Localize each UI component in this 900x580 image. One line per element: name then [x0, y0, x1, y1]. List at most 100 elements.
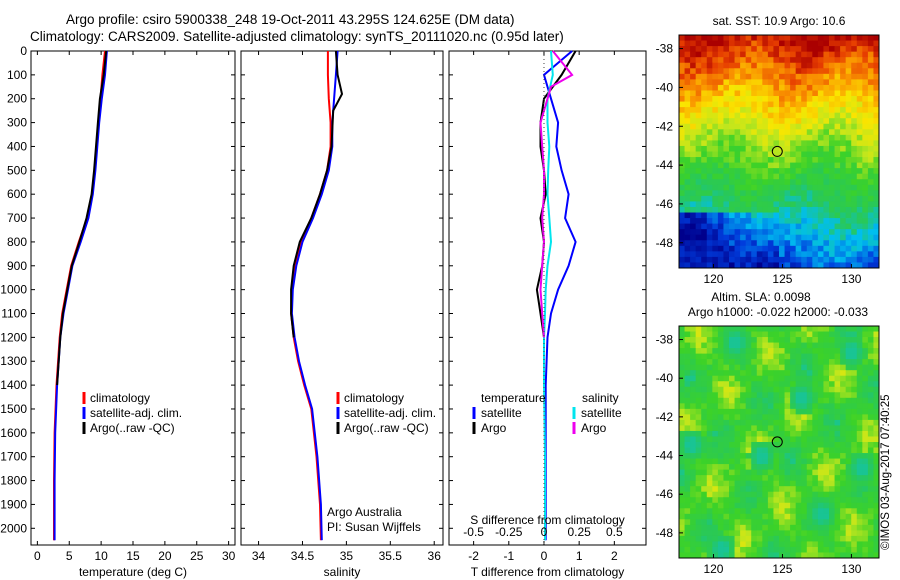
sla-map-cell — [706, 370, 713, 377]
sst-map-cell — [712, 195, 719, 202]
sst-map-cell — [784, 73, 791, 80]
sla-map-cell — [867, 469, 874, 476]
sla-map-cell — [734, 425, 741, 432]
sla-map-cell — [773, 326, 780, 332]
sla-map-cell — [695, 326, 702, 332]
sst-map-cell — [812, 129, 819, 136]
sla-map-cell — [867, 535, 874, 542]
sla-map-cell — [734, 392, 741, 399]
sst-map-cell — [873, 57, 880, 64]
sla-map-cell — [779, 414, 785, 421]
sla-map-cell — [817, 392, 824, 399]
sla-map-cell — [717, 491, 724, 498]
sla-map-cell — [829, 546, 835, 553]
sla-map-cell — [701, 530, 708, 537]
sst-map-cell — [706, 112, 713, 119]
sla-map-cell — [806, 430, 813, 437]
salinity-diff-tick-label: 0 — [541, 525, 548, 539]
sla-map-cell — [856, 464, 863, 471]
sst-map-cell — [773, 112, 780, 119]
sst-map-cell — [823, 162, 830, 169]
sla-map-cell — [867, 386, 874, 393]
sst-map-cell — [712, 218, 719, 225]
sla-map-cell — [806, 364, 813, 371]
sst-map-cell — [773, 190, 780, 197]
difference-xtick-label: 1 — [576, 549, 583, 563]
sst-map-cell — [740, 251, 747, 258]
sst-map-cell — [817, 96, 824, 102]
sst-map-cell — [684, 184, 691, 191]
sst-map-cell — [684, 262, 691, 269]
sla-map-cell — [790, 364, 797, 371]
sst-map-cell — [751, 262, 758, 269]
sst-map-cell — [773, 90, 780, 97]
sst-map-cell — [756, 68, 763, 75]
sst-map-cell — [862, 57, 869, 64]
sla-map-cell — [806, 552, 813, 559]
sst-map-cell — [729, 123, 735, 130]
sst-map-cell — [867, 157, 874, 163]
sst-map-cell — [756, 184, 763, 191]
sla-map-cell — [829, 392, 835, 399]
sla-map-cell — [817, 408, 824, 415]
sst-map-cell — [795, 90, 802, 97]
sla-map-cell — [762, 464, 769, 471]
sst-map-cell — [851, 195, 858, 202]
sst-map-cell — [690, 184, 697, 191]
sla-map-cell — [823, 524, 830, 531]
sla-map-cell — [762, 359, 769, 366]
sst-map-cell — [723, 201, 730, 208]
sla-map-cell — [756, 453, 763, 459]
sla-map-cell — [701, 403, 708, 410]
sst-map-cell — [717, 256, 724, 263]
sla-map-cell — [734, 364, 741, 371]
sst-map-cell — [817, 256, 824, 263]
sla-map-cell — [712, 375, 719, 382]
sst-map-cell — [790, 168, 797, 175]
sla-map-cell — [806, 419, 813, 426]
sst-map-cell — [845, 179, 852, 186]
sst-map-cell — [773, 151, 780, 158]
sst-map-cell — [801, 262, 808, 269]
sla-map-cell — [690, 348, 697, 355]
sst-map-cell — [801, 212, 808, 219]
sst-map-cell — [762, 245, 769, 252]
sst-map-cell — [745, 173, 752, 180]
sla-map-cell — [801, 535, 808, 542]
sst-map-cell — [829, 140, 835, 147]
sst-map-cell — [695, 212, 702, 219]
sla-map-cell — [779, 524, 785, 531]
sla-map-cell — [829, 331, 835, 338]
sla-map-cell — [695, 497, 702, 504]
sst-map-cell — [729, 168, 735, 175]
sla-map-cell — [734, 353, 741, 360]
sst-map-cell — [851, 123, 858, 130]
sla-map-cell — [745, 546, 752, 553]
sst-map-cell — [806, 251, 813, 258]
sla-map-cell — [812, 403, 819, 410]
sst-map-cell — [712, 134, 719, 141]
sst-map-cell — [767, 240, 774, 247]
sla-map-cell — [823, 342, 830, 349]
sla-map-cell — [679, 535, 685, 542]
sla-map-cell — [817, 331, 824, 338]
sla-map-cell — [829, 337, 835, 343]
sst-map-cell — [723, 206, 730, 213]
sst-map-cell — [851, 190, 858, 197]
sst-map-cell — [817, 46, 824, 53]
sla-map-cell — [734, 513, 741, 520]
sst-map-cell — [784, 179, 791, 186]
sst-map-cell — [767, 62, 774, 69]
sla-map-cell — [773, 375, 780, 382]
sla-map-cell — [784, 425, 791, 432]
sla-map-cell — [734, 519, 741, 526]
sla-map-cell — [717, 403, 724, 410]
sst-map-cell — [712, 151, 719, 158]
sst-map-cell — [862, 40, 869, 47]
sst-map-cell — [867, 90, 874, 97]
sst-map-cell — [845, 129, 852, 136]
sst-map-cell — [834, 240, 841, 247]
sst-map-cell — [729, 145, 735, 152]
sst-map-cell — [862, 90, 869, 97]
sst-map-cell — [706, 173, 713, 180]
